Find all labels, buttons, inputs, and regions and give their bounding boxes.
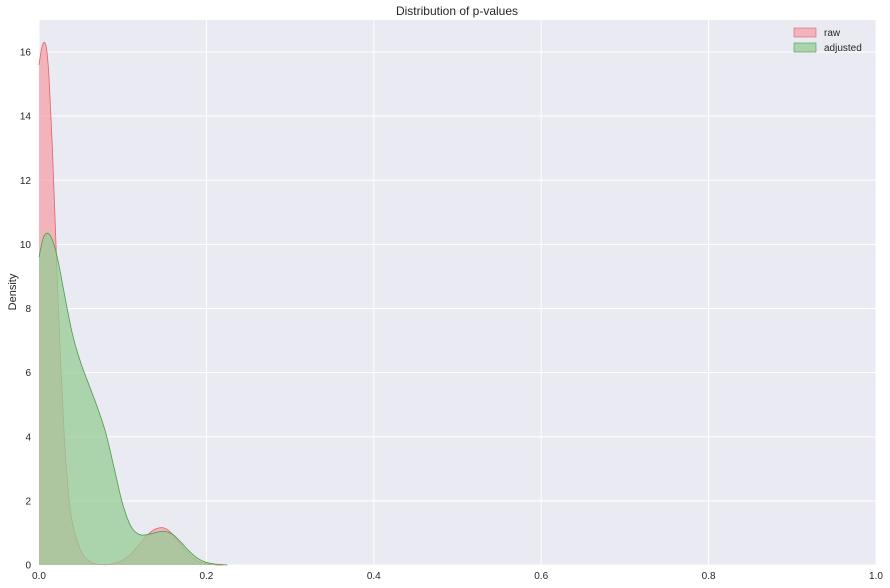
y-tick-label: 8 [25,304,31,315]
legend-label-adjusted: adjusted [824,43,862,54]
legend-swatch-raw [793,27,817,38]
series-line-adjusted [38,232,228,566]
x-tick-label: 0.6 [534,571,548,582]
x-axis-ticks: 0.0 0.2 0.4 0.6 0.8 1.0 [32,571,883,582]
x-tick-label: 0.2 [199,571,213,582]
y-tick-label: 0 [25,561,31,572]
series-area-adjusted [39,233,228,565]
legend: raw adjusted [793,27,862,54]
chart-title: Distribution of p-values [396,4,518,18]
y-tick-label: 2 [25,496,31,507]
grid [38,20,877,566]
y-tick-label: 16 [20,48,32,59]
legend-label-raw: raw [824,28,841,39]
series-layer [38,42,228,566]
y-tick-label: 4 [25,432,31,443]
y-tick-label: 14 [20,112,32,123]
y-tick-label: 10 [20,240,32,251]
y-tick-label: 6 [25,368,31,379]
x-tick-label: 0.4 [367,571,381,582]
y-axis-ticks: 0 2 4 6 8 10 12 14 16 [20,48,32,572]
y-tick-label: 12 [20,176,32,187]
y-axis-label: Density [7,273,19,310]
x-tick-label: 0.8 [702,571,716,582]
x-tick-label: 0.0 [32,571,46,582]
x-tick-label: 1.0 [869,571,883,582]
legend-swatch-adjusted [793,42,817,53]
plot-background [39,20,876,565]
